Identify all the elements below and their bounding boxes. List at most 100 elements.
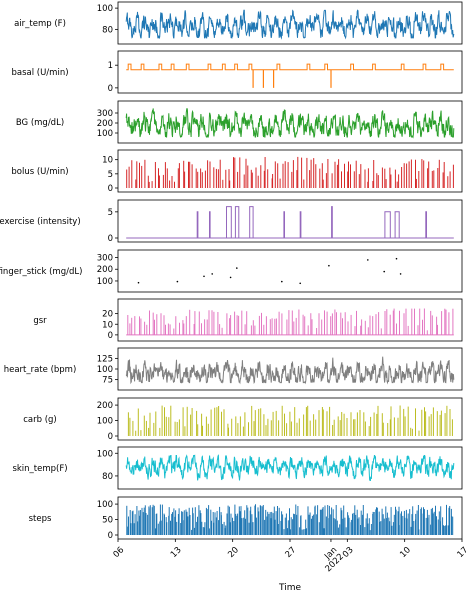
BG-series bbox=[125, 108, 455, 139]
heart_rate-line bbox=[125, 356, 455, 385]
exercise-block bbox=[226, 206, 232, 238]
carb-ylabel: carb (g) bbox=[23, 415, 57, 425]
panel-basal: 0 1 basal (U/min) bbox=[11, 50, 463, 94]
exercise-block bbox=[384, 211, 391, 238]
finger_stick-point bbox=[176, 280, 179, 283]
basal-line bbox=[126, 63, 454, 71]
steps-ytick-label: 0 bbox=[108, 531, 113, 541]
panel-skin_temp: 80 100 skin_temp(F) bbox=[12, 446, 463, 490]
x-tick-label: Jan2022 bbox=[317, 545, 346, 574]
finger_stick-axes-frame bbox=[117, 249, 463, 293]
heart_rate-axes-frame bbox=[117, 347, 463, 391]
exercise-block bbox=[425, 211, 427, 238]
gsr-axes-frame bbox=[117, 298, 463, 342]
carb-series bbox=[127, 405, 453, 436]
exercise-block bbox=[283, 211, 285, 238]
skin_temp-series bbox=[125, 454, 455, 481]
x-axis-label: Time bbox=[278, 583, 301, 593]
x-tick-label: 27 bbox=[284, 545, 299, 560]
exercise-block bbox=[209, 211, 211, 238]
heart_rate-ytick-label: 75 bbox=[102, 376, 113, 386]
exercise-block bbox=[196, 211, 199, 238]
exercise-block bbox=[299, 211, 302, 238]
bolus-ytick-label: 0 bbox=[108, 184, 113, 194]
finger_stick-point bbox=[383, 270, 386, 273]
air_temp-axes-frame bbox=[117, 1, 463, 45]
air_temp-series bbox=[125, 9, 455, 40]
exercise-block bbox=[331, 206, 333, 238]
air_temp-line bbox=[125, 9, 455, 40]
x-tick-label-line: 06 bbox=[112, 545, 127, 560]
finger_stick-point bbox=[229, 276, 232, 279]
x-tick-label-line: 20 bbox=[226, 545, 241, 560]
steps-ytick-label: 100 bbox=[97, 500, 113, 510]
heart_rate-ylabel: heart_rate (bpm) bbox=[4, 365, 77, 375]
x-tick-label-line: 27 bbox=[284, 545, 299, 560]
x-tick-label: 13 bbox=[169, 545, 184, 560]
finger_stick-point bbox=[399, 273, 402, 275]
BG-ytick-label: 300 bbox=[97, 109, 113, 119]
x-tick-label-line: 17 bbox=[456, 545, 471, 560]
x-tick-label-line: 13 bbox=[169, 545, 184, 560]
finger_stick-ytick-label: 300 bbox=[97, 254, 113, 264]
basal-axes-frame bbox=[117, 50, 463, 94]
exercise-block bbox=[394, 211, 400, 238]
air_temp-ytick-label: 80 bbox=[102, 25, 113, 35]
air_temp-ylabel: air_temp (F) bbox=[14, 19, 66, 29]
exercise-axes-frame bbox=[117, 199, 463, 243]
skin_temp-ytick-label: 80 bbox=[102, 472, 113, 482]
exercise-block bbox=[234, 206, 240, 238]
panel-steps: 0 50 100 steps bbox=[29, 496, 463, 541]
finger_stick-point bbox=[236, 267, 238, 269]
panel-exercise: 0 5 exercise (intensity) bbox=[0, 199, 463, 244]
carb-ytick-label: 200 bbox=[97, 401, 113, 411]
finger_stick-ylabel: finger_stick (mg/dL) bbox=[0, 267, 82, 277]
x-tick-label: 10 bbox=[398, 545, 413, 560]
gsr-ytick-label: 0 bbox=[108, 331, 113, 341]
finger_stick-point bbox=[203, 275, 205, 278]
finger_stick-point bbox=[281, 280, 283, 283]
exercise-series bbox=[126, 206, 454, 239]
basal-ytick-label: 0 bbox=[108, 84, 113, 94]
finger_stick-point bbox=[211, 273, 213, 275]
BG-ytick-label: 200 bbox=[97, 119, 113, 129]
basal-ytick-label: 1 bbox=[108, 61, 113, 71]
finger_stick-ytick-label: 200 bbox=[97, 265, 113, 275]
bolus-axes-frame bbox=[117, 149, 463, 193]
skin_temp-axes-frame bbox=[117, 446, 463, 490]
steps-series bbox=[126, 504, 454, 535]
panel-bolus: 0 5 10 bolus (U/min) bbox=[11, 149, 463, 194]
bolus-ylabel: bolus (U/min) bbox=[11, 167, 68, 177]
finger_stick-ytick-label: 100 bbox=[97, 277, 113, 287]
heart_rate-series bbox=[125, 356, 455, 385]
gsr-ylabel: gsr bbox=[33, 316, 47, 326]
exercise-block bbox=[249, 206, 254, 238]
finger_stick-point bbox=[137, 281, 140, 284]
panel-carb: 0 100 200 carb (g) bbox=[23, 397, 463, 442]
BG-axes-frame bbox=[117, 100, 463, 144]
x-tick-label-line: 10 bbox=[398, 545, 413, 560]
bolus-series bbox=[126, 156, 454, 188]
basal-series bbox=[126, 63, 454, 88]
BG-line bbox=[125, 108, 455, 139]
bolus-ytick-label: 10 bbox=[102, 156, 113, 166]
exercise-ytick-label: 5 bbox=[108, 208, 113, 218]
air_temp-ytick-label: 100 bbox=[97, 4, 113, 14]
steps-ytick-label: 50 bbox=[102, 516, 113, 526]
exercise-ytick-label: 0 bbox=[108, 234, 113, 244]
gsr-series bbox=[126, 308, 454, 336]
finger_stick-point bbox=[367, 259, 369, 261]
skin_temp-line bbox=[125, 454, 455, 481]
exercise-ylabel: exercise (intensity) bbox=[0, 217, 81, 227]
x-tick-label: 20 bbox=[226, 545, 241, 560]
gsr-ytick-label: 20 bbox=[102, 310, 113, 320]
x-tick-label: 17 bbox=[456, 545, 471, 560]
skin_temp-ylabel: skin_temp(F) bbox=[12, 464, 67, 474]
BG-ytick-label: 100 bbox=[97, 129, 113, 139]
